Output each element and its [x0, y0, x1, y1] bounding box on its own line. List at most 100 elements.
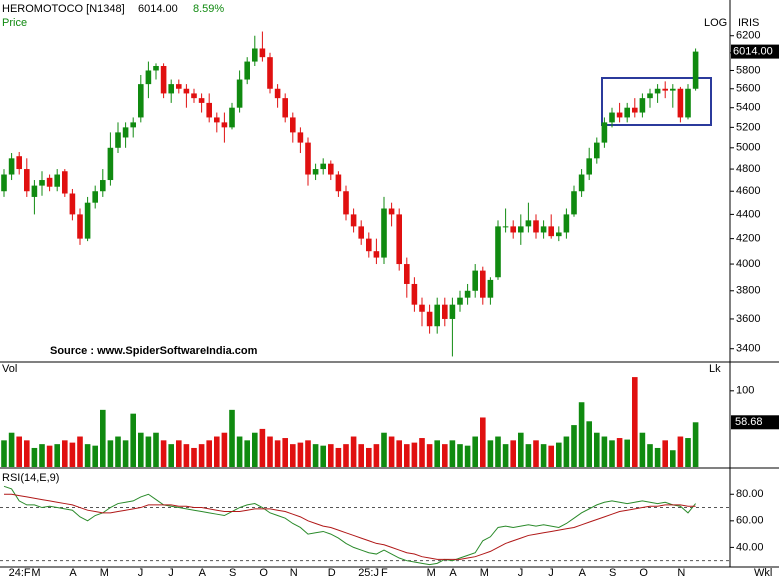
- volume-bar: [601, 436, 608, 467]
- volume-bar: [502, 444, 509, 467]
- y-tick-label: 3600: [736, 313, 760, 325]
- y-tick-label: 4000: [736, 258, 760, 270]
- volume-bar: [419, 438, 425, 467]
- volume-bar: [396, 440, 402, 467]
- candle-body: [1, 174, 7, 192]
- candle-body: [480, 270, 486, 298]
- candle-body: [358, 226, 364, 239]
- unit-label: Lk: [709, 363, 721, 375]
- candle-body: [654, 88, 661, 94]
- candle-body: [350, 214, 357, 227]
- volume-bar: [69, 442, 76, 467]
- candle-body: [176, 84, 182, 89]
- volume-bar: [312, 444, 319, 467]
- last-volume-label: 58.68: [735, 416, 763, 428]
- volume-bar: [358, 444, 364, 467]
- x-tick-label: J: [518, 567, 524, 579]
- volume-bar: [449, 440, 456, 467]
- volume-bar: [115, 436, 121, 467]
- candle-body: [39, 180, 45, 186]
- volume-bar: [122, 440, 129, 467]
- candle-body: [290, 117, 296, 133]
- volume-bar: [525, 444, 532, 467]
- candle-body: [115, 132, 121, 148]
- volume-bar: [373, 444, 380, 467]
- x-tick-label: A: [449, 567, 457, 579]
- volume-bar: [77, 436, 83, 467]
- x-tick-label: O: [259, 567, 268, 579]
- candle-body: [510, 226, 516, 233]
- candle-body: [373, 251, 380, 258]
- last-price-label: 6014.00: [733, 46, 773, 58]
- volume-bar: [16, 436, 22, 467]
- candle-body: [69, 193, 76, 215]
- x-tick-label: A: [69, 567, 77, 579]
- volume-bar: [495, 436, 501, 467]
- volume-bar: [1, 440, 7, 467]
- candle-body: [84, 202, 91, 239]
- chart-title: HEROMOTOCO [N1348]: [2, 3, 125, 15]
- x-tick-label: D: [328, 567, 336, 579]
- candle-body: [267, 57, 273, 89]
- candle-body: [502, 226, 509, 228]
- candle-body: [191, 93, 197, 99]
- volume-bar: [221, 432, 228, 467]
- volume-bar: [670, 450, 676, 467]
- y-tick-label: 4600: [736, 185, 760, 197]
- candle-body: [647, 93, 653, 99]
- candle-body: [685, 88, 691, 118]
- volume-bar: [510, 440, 516, 467]
- candle-body: [77, 214, 83, 239]
- volume-bar: [46, 445, 53, 467]
- volume-bar: [24, 440, 30, 467]
- candle-body: [335, 174, 342, 192]
- candle-body: [145, 70, 152, 85]
- change: 8.59%: [193, 3, 224, 15]
- volume-bar: [145, 436, 152, 467]
- volume-bar: [556, 442, 562, 467]
- volume-bar: [282, 438, 288, 467]
- y-tick-label: 5400: [736, 102, 760, 114]
- candle-body: [282, 98, 288, 118]
- x-tick-label: S: [229, 567, 236, 579]
- volume-bar: [434, 440, 440, 467]
- volume-bar: [305, 440, 311, 467]
- chart-title: RSI(14,E,9): [2, 472, 59, 484]
- volume-bar: [578, 402, 585, 467]
- volume-bar: [480, 417, 486, 467]
- period-label: Wkl: [754, 567, 772, 579]
- volume-bar: [267, 436, 273, 467]
- volume-bar: [54, 444, 60, 467]
- candle-body: [46, 177, 53, 187]
- candle-body: [31, 185, 38, 197]
- candle-body: [381, 208, 387, 258]
- volume-bar: [130, 413, 136, 467]
- candle-body: [312, 169, 319, 175]
- volume-bar: [586, 421, 592, 467]
- y-tick-label: 4800: [736, 163, 760, 175]
- x-tick-label: M: [100, 567, 109, 579]
- volume-bar: [153, 432, 159, 467]
- volume-bar: [677, 436, 684, 467]
- candle-body: [571, 191, 577, 215]
- volume-bar: [236, 436, 243, 467]
- candle-body: [495, 226, 501, 278]
- candle-body: [662, 88, 668, 91]
- x-tick-label: 24:F: [9, 567, 31, 579]
- x-tick-label: J: [548, 567, 554, 579]
- volume-bar: [320, 445, 326, 467]
- volume-bar: [487, 440, 494, 467]
- volume-bar: [328, 444, 334, 467]
- candle-body: [404, 264, 410, 284]
- candle-body: [609, 112, 615, 123]
- volume-bar: [548, 445, 554, 467]
- candle-body: [259, 48, 266, 58]
- candle-body: [578, 174, 585, 192]
- candle-body: [426, 311, 433, 327]
- candle-body: [305, 142, 311, 175]
- y-tick-label: 3400: [736, 343, 760, 355]
- candle-body: [8, 158, 15, 175]
- candle-body: [274, 88, 281, 99]
- volume-bar: [426, 444, 433, 467]
